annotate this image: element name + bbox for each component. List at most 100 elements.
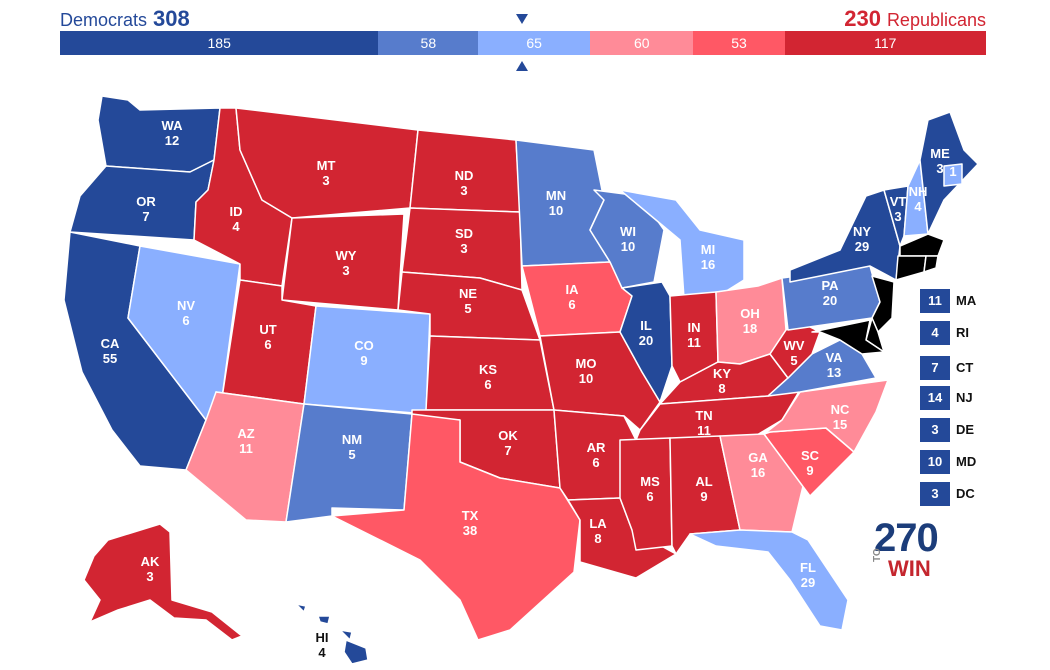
- state-ev-ga: 16: [751, 465, 765, 480]
- state-ev-wv: 5: [790, 353, 797, 368]
- state-label-oh: OH: [740, 306, 760, 321]
- state-ev-va: 13: [827, 365, 841, 380]
- state-label-mi: MI: [701, 242, 715, 257]
- state-fl[interactable]: [689, 529, 849, 631]
- bar-segment-lean-dem[interactable]: 65: [478, 31, 591, 55]
- state-nc[interactable]: [763, 379, 889, 453]
- bar-segment-likely-dem[interactable]: 58: [378, 31, 479, 55]
- small-state-ma[interactable]: 11 MA: [920, 289, 1020, 313]
- majority-marker-top-icon: [516, 14, 528, 24]
- state-ma[interactable]: [899, 233, 945, 257]
- state-ev-ca: 55: [103, 351, 117, 366]
- state-nm[interactable]: [285, 403, 413, 523]
- state-label-ar: AR: [587, 440, 606, 455]
- state-ev-az: 11: [239, 441, 253, 456]
- bar-segment-safe-dem[interactable]: 185: [60, 31, 379, 55]
- state-mi[interactable]: [619, 189, 745, 301]
- state-ev-ks: 6: [484, 377, 491, 392]
- state-me-district-2[interactable]: [943, 163, 963, 187]
- state-ev-mn: 10: [549, 203, 563, 218]
- electoral-vote-bar: 185 58 65 60 53 117: [60, 31, 986, 55]
- 270towin-logo[interactable]: 270 TO WIN: [872, 516, 944, 582]
- state-label-wv: WV: [784, 338, 805, 353]
- state-ev-ms: 6: [646, 489, 653, 504]
- logo-number: 270: [874, 516, 939, 560]
- state-label-vt: VT: [890, 194, 907, 209]
- small-state-abbr: RI: [956, 325, 969, 340]
- state-label-ky: KY: [713, 366, 731, 381]
- republicans-total: 230: [844, 6, 881, 31]
- logo-to: TO: [872, 548, 883, 562]
- state-ev-mi: 16: [701, 257, 715, 272]
- state-ev-co: 9: [360, 353, 367, 368]
- state-ev-ok: 7: [504, 443, 511, 458]
- small-state-ev: 14: [920, 386, 950, 410]
- state-ct[interactable]: [895, 255, 927, 281]
- small-state-abbr: DC: [956, 486, 975, 501]
- state-ev-la: 8: [594, 531, 601, 546]
- state-ev-sc: 9: [806, 463, 813, 478]
- state-label-nm: NM: [342, 432, 362, 447]
- bar-segment-safe-rep[interactable]: 117: [784, 31, 986, 55]
- state-ev-mo: 10: [579, 371, 593, 386]
- small-state-abbr: MD: [956, 454, 977, 469]
- small-state-nj[interactable]: 14 NJ: [920, 386, 1020, 410]
- small-state-abbr: CT: [956, 360, 974, 375]
- state-ev-me: 3: [936, 161, 943, 176]
- state-label-in: IN: [688, 320, 701, 335]
- state-label-ia: IA: [566, 282, 580, 297]
- state-ev-fl: 29: [801, 575, 815, 590]
- state-label-id: ID: [230, 204, 243, 219]
- state-labels: WA12OR7CA55NV6ID4MT3WY3UT6AZ11CO9NM5ND3S…: [101, 118, 957, 660]
- state-ny[interactable]: [789, 189, 901, 283]
- state-ev-wy: 3: [342, 263, 349, 278]
- state-label-sd: SD: [455, 226, 473, 241]
- state-wa[interactable]: [97, 95, 221, 173]
- state-ev-nh: 4: [914, 199, 922, 214]
- democrats-label: Democrats: [60, 10, 148, 30]
- state-ev-pa: 20: [823, 293, 837, 308]
- small-state-abbr: MA: [956, 293, 977, 308]
- state-il[interactable]: [619, 281, 673, 403]
- small-state-ct[interactable]: 7 CT: [920, 356, 1020, 380]
- state-label-wa: WA: [162, 118, 184, 133]
- state-ev-nc: 15: [833, 417, 847, 432]
- state-label-nh: NH: [909, 184, 928, 199]
- state-label-wi: WI: [620, 224, 636, 239]
- state-ev-sd: 3: [460, 241, 467, 256]
- state-ak[interactable]: [83, 523, 243, 641]
- state-ev-or: 7: [142, 209, 149, 224]
- small-state-ev: 3: [920, 418, 950, 442]
- state-label-tx: TX: [462, 508, 479, 523]
- state-ev-ut: 6: [264, 337, 271, 352]
- state-ev-nd: 3: [460, 183, 467, 198]
- state-ri[interactable]: [923, 255, 939, 273]
- small-state-de[interactable]: 3 DE: [920, 418, 1020, 442]
- small-state-ri[interactable]: 4 RI: [920, 321, 1020, 345]
- state-ev-il: 20: [639, 333, 653, 348]
- state-ev-ak: 3: [146, 569, 153, 584]
- state-label-il: IL: [640, 318, 652, 333]
- republicans-tally: 230 Republicans: [844, 6, 986, 32]
- state-ev-id: 4: [232, 219, 240, 234]
- state-hi[interactable]: [295, 603, 369, 665]
- democrats-total: 308: [153, 6, 190, 31]
- state-label-wy: WY: [336, 248, 357, 263]
- state-label-ca: CA: [101, 336, 120, 351]
- logo-win: WIN: [888, 556, 931, 581]
- state-ev-tx: 38: [463, 523, 477, 538]
- small-state-ev: 4: [920, 321, 950, 345]
- state-ev-ia: 6: [568, 297, 575, 312]
- state-md[interactable]: [811, 319, 885, 355]
- state-ev-nm: 5: [348, 447, 355, 462]
- small-state-md[interactable]: 10 MD: [920, 450, 1020, 474]
- state-label-nv: NV: [177, 298, 195, 313]
- state-tx[interactable]: [331, 413, 581, 641]
- state-ev-tn: 11: [697, 423, 711, 438]
- state-ev-wa: 12: [165, 133, 179, 148]
- bar-segment-likely-rep[interactable]: 53: [693, 31, 785, 55]
- state-label-ak: AK: [141, 554, 160, 569]
- bar-segment-lean-rep[interactable]: 60: [590, 31, 694, 55]
- state-label-ok: OK: [498, 428, 518, 443]
- small-state-dc[interactable]: 3 DC: [920, 482, 1020, 506]
